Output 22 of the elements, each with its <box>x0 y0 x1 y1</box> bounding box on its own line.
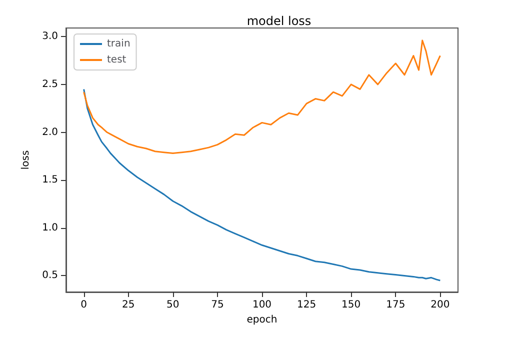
x-tick-label: 25 <box>122 300 135 310</box>
x-tick-label: 175 <box>386 300 406 310</box>
y-tick-label: 2.0 <box>42 126 58 138</box>
line-series <box>83 88 441 282</box>
line-series <box>83 40 441 154</box>
x-axis-title: epoch <box>246 314 278 326</box>
legend-label: train <box>107 38 130 50</box>
y-tick-label: 1.5 <box>42 174 58 186</box>
y-tick-label: 1.0 <box>42 222 58 234</box>
x-tick-label: 125 <box>297 300 316 310</box>
x-tick-label: 200 <box>430 300 450 310</box>
y-tick-label: 2.5 <box>42 78 58 90</box>
legend-label: test <box>107 54 126 66</box>
x-tick-label: 150 <box>342 300 361 310</box>
x-tick-label: 0 <box>80 300 88 310</box>
y-tick-label: 3.0 <box>42 31 58 42</box>
x-tick-label: 50 <box>166 300 180 310</box>
x-tick-label: 75 <box>211 300 224 310</box>
y-tick-label: 0.5 <box>42 270 58 282</box>
chart-title: model loss <box>246 14 312 28</box>
x-tick-label: 100 <box>252 300 272 310</box>
y-axis-title: loss <box>20 150 32 170</box>
